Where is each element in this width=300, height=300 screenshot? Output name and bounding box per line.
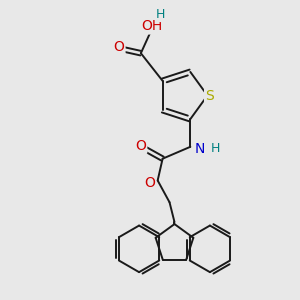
Text: S: S: [205, 88, 214, 103]
Text: O: O: [135, 139, 146, 153]
Text: H: H: [156, 8, 165, 21]
Text: O: O: [144, 176, 155, 190]
Text: N: N: [195, 142, 206, 156]
Text: O: O: [114, 40, 124, 54]
Text: OH: OH: [141, 20, 162, 34]
Text: H: H: [210, 142, 220, 155]
